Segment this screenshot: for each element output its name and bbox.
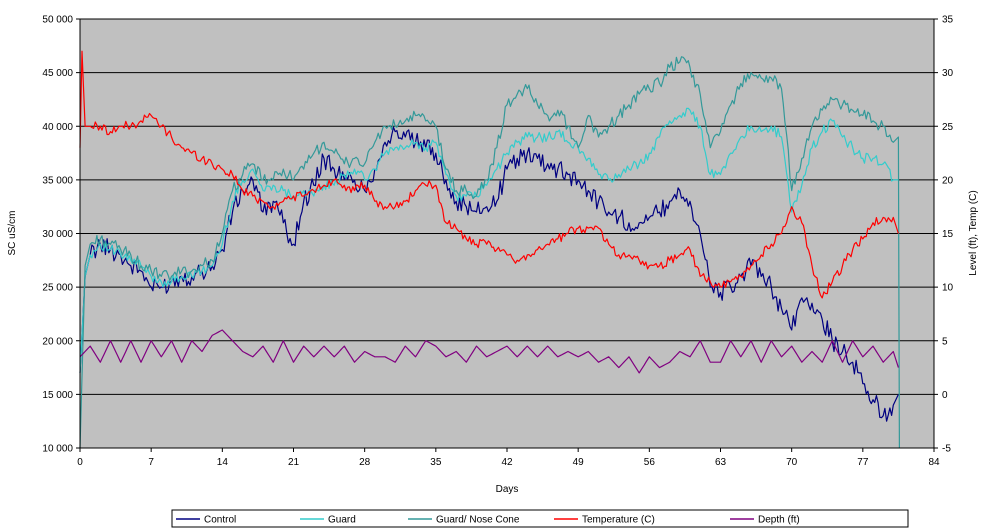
x-tick-label: 0 <box>77 457 83 468</box>
y-tick-label-right: -5 <box>942 444 951 455</box>
legend-label: Guard <box>328 515 356 526</box>
y-tick-label-right: 10 <box>942 283 954 294</box>
x-tick-label: 49 <box>573 457 585 468</box>
y-tick-label-left: 10 000 <box>42 444 73 455</box>
series-line-depth-ft <box>79 329 899 374</box>
legend-label: Depth (ft) <box>758 515 800 526</box>
y-tick-label-left: 45 000 <box>42 68 73 79</box>
x-tick-label: 70 <box>786 457 798 468</box>
x-tick-label: 14 <box>217 457 229 468</box>
x-tick-label: 63 <box>715 457 727 468</box>
y-tick-label-right: 25 <box>942 122 954 133</box>
y-tick-label-left: 25 000 <box>42 283 73 294</box>
axes: 10 000 15 000 20 000 25 000 30 000 35 000 40 0… <box>42 15 953 469</box>
y-tick-label-right: 5 <box>942 336 948 347</box>
y-tick-label-left: 30 000 <box>42 229 73 240</box>
x-tick-label: 42 <box>501 457 513 468</box>
legend-box <box>171 509 909 528</box>
x-tick-label: 84 <box>928 457 940 468</box>
y-tick-label-left: 20 000 <box>42 336 73 347</box>
x-axis-label: Days <box>496 484 519 495</box>
legend-label: Temperature (C) <box>582 515 655 526</box>
y-tick-label-left: 15 000 <box>42 390 73 401</box>
y-tick-label-left: 35 000 <box>42 175 73 186</box>
y-tick-label-left: 50 000 <box>42 15 73 26</box>
y-tick-label-right: 30 <box>942 68 954 79</box>
series-line-guard-nose-cone <box>79 56 900 449</box>
x-tick-label: 35 <box>430 457 442 468</box>
x-tick-label: 21 <box>288 457 300 468</box>
x-tick-label: 7 <box>148 457 154 468</box>
y-axis-label-right: Level (ft), Temp (C) <box>968 190 979 275</box>
x-tick-label: 56 <box>644 457 656 468</box>
legend-label: Control <box>204 515 236 526</box>
y-tick-label-right: 15 <box>942 229 954 240</box>
x-tick-label: 28 <box>359 457 371 468</box>
legend: Control Guard Guard/ Nose Cone Temperature … <box>171 509 909 528</box>
x-tick-label: 77 <box>857 457 869 468</box>
legend-label: Guard/ Nose Cone <box>436 515 520 526</box>
series-line-temperature-c <box>79 50 899 299</box>
y-tick-label-left: 40 000 <box>42 122 73 133</box>
y-tick-label-right: 35 <box>942 15 954 26</box>
series-line-control <box>79 126 899 422</box>
y-axis-label-left: SC uS/cm <box>7 210 18 255</box>
y-tick-label-right: 0 <box>942 390 948 401</box>
y-tick-label-right: 20 <box>942 175 954 186</box>
series-line-guard <box>79 107 899 373</box>
series-layer <box>79 50 900 449</box>
